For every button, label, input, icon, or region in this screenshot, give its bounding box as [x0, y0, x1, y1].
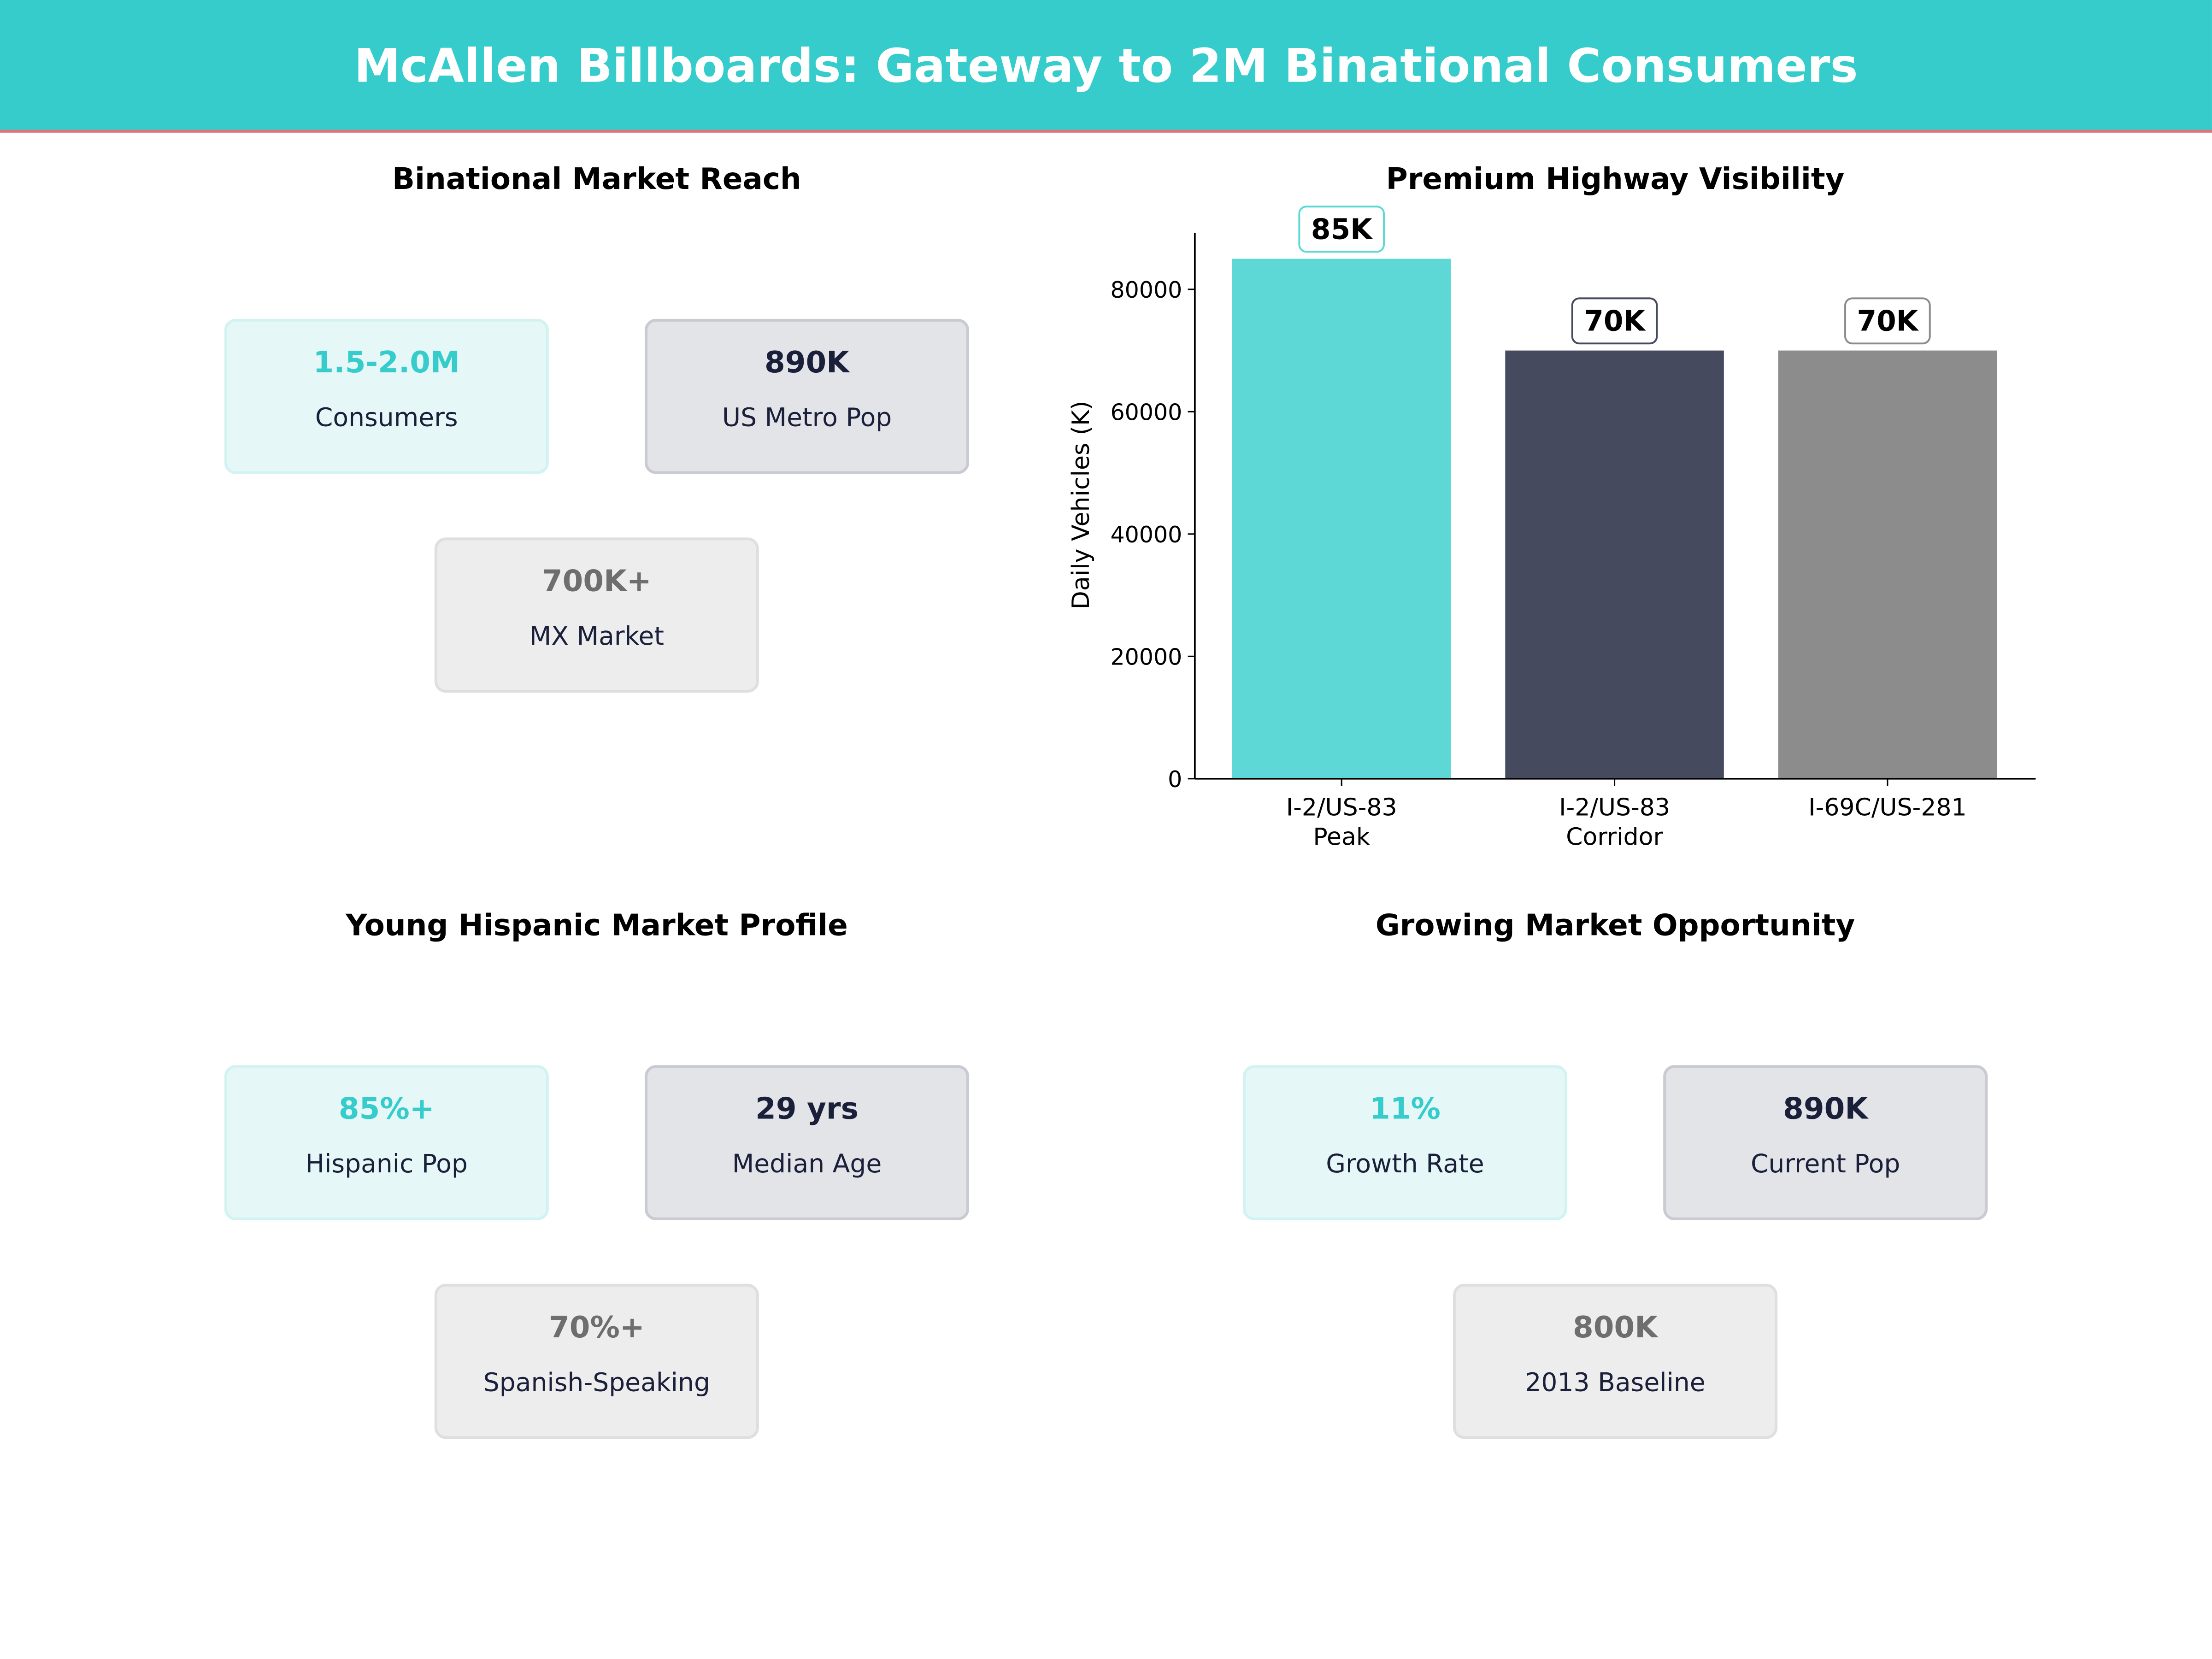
profile-card-hispanic: 85%+ Hispanic Pop: [224, 1065, 549, 1220]
card-value: 890K: [764, 345, 849, 380]
growth-title: Growing Market Opportunity: [1375, 908, 1855, 942]
reach-card-consumers: 1.5-2.0M Consumers: [224, 318, 549, 474]
card-value: 890K: [1783, 1092, 1868, 1126]
card-value: 85%+: [338, 1092, 435, 1126]
chart-title: Premium Highway Visibility: [1386, 162, 1845, 196]
x-tick-label: I-69C/US-281: [1808, 794, 1966, 821]
data-label-box: [1571, 297, 1658, 345]
x-tick-label: Peak: [1313, 824, 1370, 851]
y-tick-label: 40000: [1111, 522, 1182, 548]
bar: [1232, 259, 1451, 779]
growth-card-current: 890K Current Pop: [1663, 1065, 1988, 1220]
card-label: US Metro Pop: [722, 403, 892, 433]
card-value: 70%+: [548, 1310, 645, 1345]
profile-title: Young Hispanic Market Profile: [346, 908, 848, 942]
card-value: 11%: [1369, 1092, 1441, 1126]
card-label: Median Age: [732, 1149, 882, 1180]
growth-card-rate: 11% Growth Rate: [1242, 1065, 1567, 1220]
card-value: 700K+: [541, 564, 652, 598]
page-title: McAllen Billboards: Gateway to 2M Binati…: [354, 37, 1858, 93]
profile-card-spanish: 70%+ Spanish-Speaking: [434, 1283, 759, 1439]
card-value: 800K: [1573, 1310, 1658, 1345]
y-tick-label: 20000: [1111, 644, 1182, 671]
reach-card-us-metro: 890K US Metro Pop: [644, 318, 970, 474]
y-tick-label: 80000: [1111, 277, 1182, 303]
bar: [1505, 350, 1724, 779]
growth-card-baseline: 800K 2013 Baseline: [1453, 1283, 1778, 1439]
y-tick-label: 60000: [1111, 400, 1182, 426]
x-tick-label: I-2/US-83: [1559, 794, 1670, 821]
card-label: Consumers: [315, 403, 458, 433]
reach-card-mx-market: 700K+ MX Market: [434, 537, 759, 693]
data-label-box: [1844, 297, 1931, 345]
bar: [1778, 350, 1997, 779]
profile-card-median-age: 29 yrs Median Age: [644, 1065, 970, 1220]
card-label: 2013 Baseline: [1525, 1368, 1706, 1398]
card-value: 29 yrs: [755, 1092, 859, 1126]
header-banner: McAllen Billboards: Gateway to 2M Binati…: [0, 0, 2212, 133]
data-label: 70K: [1857, 305, 1919, 338]
card-label: MX Market: [529, 622, 665, 652]
data-label: 85K: [1311, 213, 1373, 246]
card-label: Growth Rate: [1326, 1149, 1484, 1180]
y-axis-label: Daily Vehicles (K): [1067, 401, 1095, 610]
reach-title: Binational Market Reach: [392, 162, 801, 196]
y-tick-label: 0: [1168, 766, 1182, 793]
card-value: 1.5-2.0M: [313, 345, 460, 380]
data-label-box: [1298, 206, 1385, 253]
x-tick-label: I-2/US-83: [1286, 794, 1397, 821]
data-label: 70K: [1584, 305, 1646, 338]
card-label: Current Pop: [1750, 1149, 1900, 1180]
card-label: Spanish-Speaking: [483, 1368, 710, 1398]
card-label: Hispanic Pop: [305, 1149, 468, 1180]
x-tick-label: Corridor: [1566, 824, 1663, 851]
